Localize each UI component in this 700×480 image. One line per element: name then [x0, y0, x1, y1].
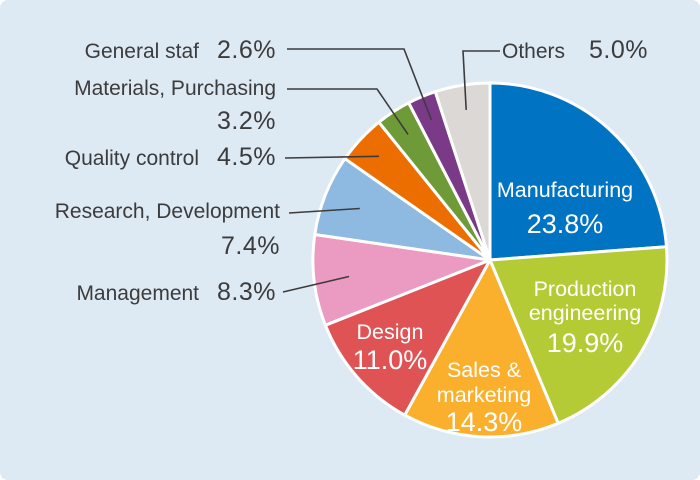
management-label: Management — [76, 282, 200, 305]
label-row-quality-control: Quality control 4.5% — [65, 144, 276, 171]
pie-slice-design — [323, 258, 492, 417]
label-row-materials-purchasing: Materials, Purchasing 3.2% — [74, 77, 276, 135]
slice-label-design: Design — [357, 320, 424, 344]
pie-slice-sales-marketing — [403, 258, 560, 439]
materials-purchasing-value: 3.2% — [217, 107, 276, 135]
pie-slice-manufacturing — [488, 81, 668, 262]
leader-line-quality-control — [284, 155, 379, 159]
leader-line-others — [462, 50, 500, 110]
leader-line-general-staf — [287, 48, 433, 121]
label-row-general-staf: General staf 2.6% — [85, 37, 276, 64]
pie-slice-production-engineering — [488, 245, 669, 425]
leader-line-management — [282, 275, 350, 293]
label-row-research-development: Research, Development 7.4% — [55, 200, 280, 260]
slice-label-production-engineering: engineering — [529, 301, 641, 325]
pie-slice-management — [311, 233, 492, 327]
research-development-value: 7.4% — [221, 232, 280, 260]
slice-label-sales-marketing: marketing — [437, 383, 531, 407]
slice-value-production-engineering: 19.9% — [547, 328, 624, 358]
slice-label-production-engineering: Production — [534, 277, 637, 301]
materials-purchasing-label: Materials, Purchasing — [74, 77, 276, 100]
research-development-label: Research, Development — [54, 200, 280, 223]
others-label: Others — [502, 40, 566, 63]
general-staf-value: 2.6% — [217, 36, 276, 64]
management-value: 8.3% — [217, 278, 276, 306]
leader-line-research-development — [288, 207, 360, 214]
pie-slice-others — [433, 81, 492, 262]
quality-control-value: 4.5% — [217, 143, 276, 171]
slice-label-sales-marketing: Sales & — [447, 358, 521, 382]
slice-label-manufacturing: Manufacturing — [497, 178, 633, 202]
slice-value-manufacturing: 23.8% — [527, 209, 604, 239]
label-row-management: Management 8.3% — [76, 279, 276, 306]
general-staf-label: General staf — [84, 40, 200, 63]
quality-control-label: Quality control — [64, 147, 200, 170]
label-row-others: Others 5.0% — [502, 37, 648, 64]
slice-value-design: 11.0% — [353, 345, 428, 375]
others-value: 5.0% — [589, 36, 649, 64]
slice-value-sales-marketing: 14.3% — [446, 407, 523, 437]
leader-line-materials-purchasing — [287, 88, 409, 135]
